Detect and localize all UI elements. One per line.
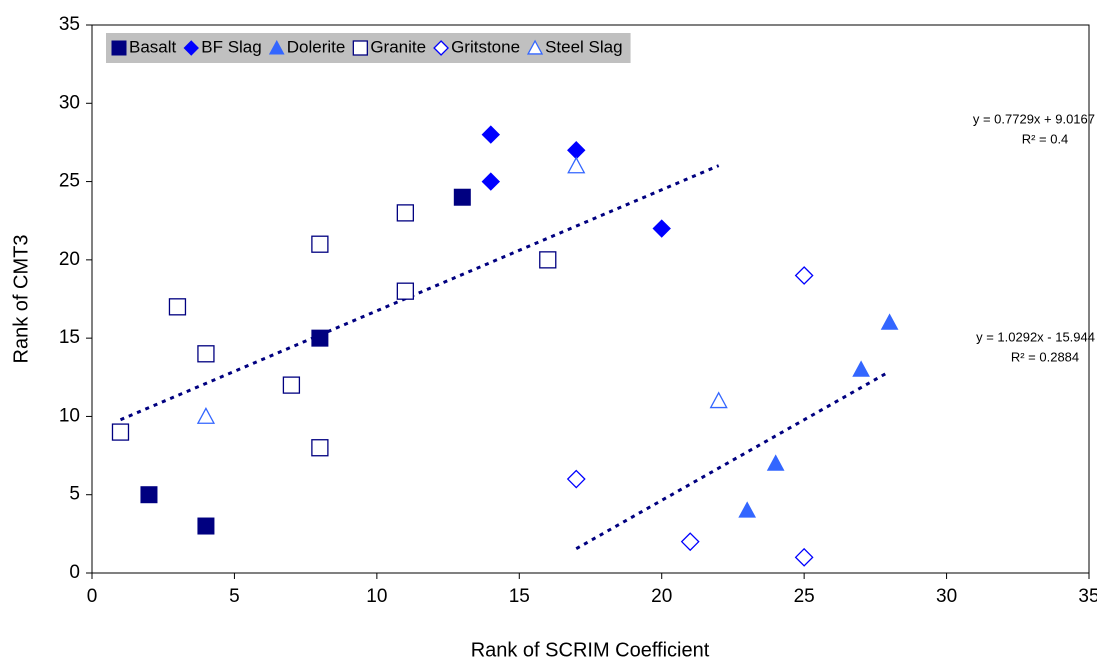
marker-diamond [794, 266, 814, 285]
y-tick-label: 25 [59, 171, 80, 192]
marker-triangle [526, 39, 544, 55]
marker-diamond [433, 40, 449, 56]
marker-triangle [738, 501, 757, 518]
x-tick-label: 5 [229, 586, 240, 607]
marker-diamond [183, 40, 199, 56]
marker-triangle [766, 454, 785, 471]
marker-diamond [566, 469, 586, 489]
marker-diamond [481, 125, 501, 144]
y-tick-label: 10 [59, 405, 80, 426]
x-tick-label: 25 [794, 586, 815, 607]
marker-square [111, 423, 130, 441]
x-tick-label: 30 [936, 586, 957, 607]
legend-label: Granite [370, 37, 426, 56]
marker-square [352, 40, 368, 56]
marker-triangle [880, 313, 899, 330]
legend-label: Dolerite [287, 37, 346, 56]
trendline [575, 370, 891, 550]
x-tick-label: 35 [1078, 586, 1097, 607]
legend-label: BF Slag [201, 37, 261, 56]
marker-diamond [794, 547, 814, 567]
marker-square [311, 329, 329, 347]
trendline [119, 164, 720, 422]
marker-triangle [268, 39, 285, 55]
marker-square [168, 298, 187, 316]
y-tick-label: 5 [69, 484, 80, 505]
marker-triangle [709, 391, 728, 409]
legend: Basalt BF Slag Dolerite Granite Gritstone Ste… [106, 33, 631, 63]
legend-label: Gritstone [451, 37, 520, 56]
plot-frame [91, 24, 1090, 574]
x-tick-label: 0 [87, 586, 98, 607]
marker-triangle [196, 407, 216, 424]
marker-triangle [567, 156, 586, 174]
x-tick-label: 15 [509, 586, 530, 607]
marker-square [396, 282, 414, 300]
marker-square [197, 345, 215, 363]
y-tick-label: 30 [59, 92, 80, 113]
y-tick-label: 0 [69, 562, 80, 583]
marker-square [453, 188, 471, 206]
x-tick-label: 20 [651, 586, 672, 607]
marker-square [140, 486, 158, 504]
marker-square [111, 40, 127, 56]
y-tick-label: 20 [59, 249, 80, 270]
x-tick-label: 10 [366, 586, 387, 607]
trendline-equation: y = 1.0292x - 15.944 [976, 329, 1095, 344]
marker-diamond [567, 141, 586, 160]
legend-label: Basalt [129, 37, 177, 56]
marker-square [282, 376, 301, 394]
marker-square [539, 251, 557, 269]
y-tick-label: 35 [59, 14, 80, 35]
marker-diamond [652, 219, 671, 238]
y-tick-label: 15 [59, 327, 80, 348]
marker-diamond [481, 172, 501, 191]
marker-diamond [680, 532, 700, 552]
trendline-equation: y = 0.7729x + 9.0167 [973, 111, 1095, 126]
trendline-r2: R² = 0.4 [1022, 131, 1069, 146]
marker-square [311, 439, 329, 457]
marker-square [396, 204, 414, 222]
legend-label: Steel Slag [545, 37, 623, 56]
y-axis-title: Rank of CMT3 [10, 235, 32, 364]
x-axis-title: Rank of SCRIM Coefficient [471, 639, 710, 661]
marker-square [197, 517, 215, 535]
trendline-r2: R² = 0.2884 [1011, 349, 1079, 364]
marker-square [311, 235, 329, 253]
marker-triangle [852, 360, 870, 377]
